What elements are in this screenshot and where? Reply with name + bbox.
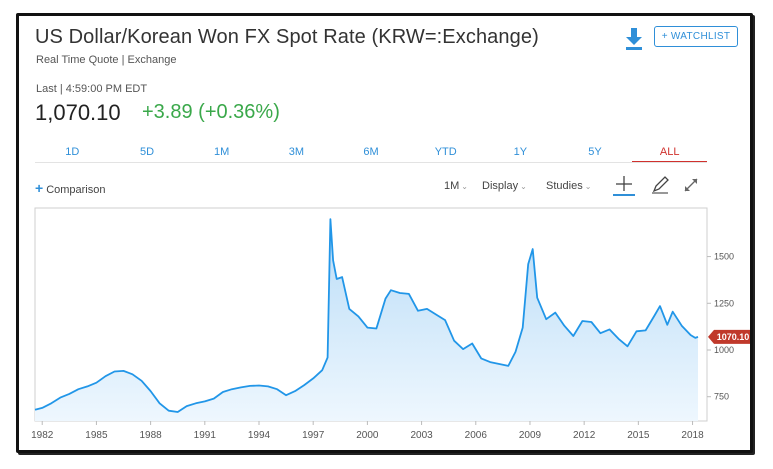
watchlist-button[interactable]: + WATCHLIST [654,26,738,47]
x-tick-label: 2012 [573,430,596,441]
tab-1d[interactable]: 1D [65,146,80,158]
crosshair-icon[interactable] [613,174,635,196]
chevron-down-icon: ⌄ [584,182,592,191]
x-tick-label: 1991 [194,430,217,441]
x-tick-label: 1982 [31,430,54,441]
chevron-down-icon: ⌄ [461,182,468,191]
tab-3m[interactable]: 3M [288,146,304,158]
tab-6m[interactable]: 6M [363,146,379,158]
tab-ytd[interactable]: YTD [434,146,457,158]
chart-panel: US Dollar/Korean Won FX Spot Rate (KRW=:… [16,13,753,453]
y-tick-label: 1250 [714,298,734,308]
page-title: US Dollar/Korean Won FX Spot Rate (KRW=:… [35,26,539,48]
interval-dropdown[interactable]: 1M ⌄ [444,180,468,192]
x-tick-label: 2006 [465,430,488,441]
display-dropdown[interactable]: Display ⌄ [482,180,527,192]
tabs-divider [35,162,707,163]
comparison-button[interactable]: + Comparison [35,180,106,196]
x-tick-label: 1994 [248,430,271,441]
chevron-down-icon: ⌄ [520,182,527,191]
x-tick-label: 2009 [519,430,542,441]
download-icon[interactable] [625,28,643,50]
display-label: Display [482,180,519,192]
x-tick-label: 1997 [302,430,325,441]
y-tick-label: 1500 [714,252,734,262]
tab-5d[interactable]: 5D [139,146,155,158]
studies-dropdown[interactable]: Studies ⌄ [546,180,591,192]
last-trade-time: Last | 4:59:00 PM EDT [36,83,148,95]
interval-label: 1M [444,180,460,192]
plus-icon: + [35,180,44,196]
series-area [35,219,698,421]
tab-1m[interactable]: 1M [214,146,230,158]
price-change: +3.89 (+0.36%) [142,101,280,123]
last-value-label: 1070.10 [717,332,750,342]
x-tick-label: 1988 [139,430,162,441]
series-line [34,218,699,413]
studies-label: Studies [546,180,583,192]
x-tick-label: 2003 [410,430,433,441]
pencil-icon[interactable] [649,174,671,196]
y-tick-label: 1000 [714,345,734,355]
x-tick-label: 2000 [356,430,379,441]
tab-1y[interactable]: 1Y [513,146,528,158]
y-tick-label: 750 [714,392,729,402]
comparison-label: Comparison [46,184,106,196]
x-tick-label: 2018 [681,430,704,441]
quote-source: Real Time Quote | Exchange [36,54,177,66]
last-value-marker [708,329,750,344]
tab-5y[interactable]: 5Y [588,146,602,158]
last-price: 1,070.10 [35,100,121,125]
fx-area-chart: 750 1000 1250 1500 1982 1985 1988 1991 1994 1997 2… [31,207,750,441]
expand-icon[interactable] [680,174,702,196]
x-tick-label: 2015 [627,430,650,441]
x-tick-label: 1985 [85,430,108,441]
